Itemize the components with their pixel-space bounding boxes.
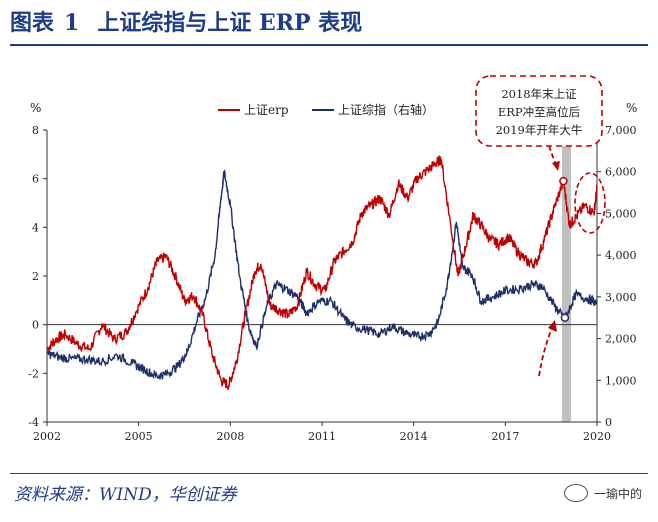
right-tick-label: 4,000 [605, 249, 637, 262]
source-divider [10, 473, 648, 474]
x-tick-label: 2014 [400, 430, 428, 443]
watermark: 一瑜中的 [563, 484, 642, 502]
right-tick-label: 6,000 [605, 166, 637, 179]
x-tick-label: 2005 [125, 430, 153, 443]
x-tick-label: 2017 [491, 430, 519, 443]
left-tick-label: -2 [28, 367, 39, 380]
left-tick-label: 2 [32, 270, 39, 283]
legend-label-index: 上证综指（右轴） [338, 102, 434, 117]
left-axis-unit: % [30, 101, 41, 115]
right-axis-ticks: 0 1,000 2,000 3,000 4,000 5,000 6,000 7,000 [597, 124, 637, 429]
series-line-shanghai-erp [46, 155, 598, 391]
annotation-line-3: 2019年开年大牛 [496, 123, 583, 137]
right-tick-label: 2,000 [605, 333, 637, 346]
annotation-arrow-bottom-head [548, 320, 557, 332]
wechat-icon [563, 484, 588, 502]
x-tick-label: 2008 [216, 430, 244, 443]
x-tick-label: 2002 [33, 430, 61, 443]
legend-label-erp: 上证erp [244, 103, 289, 117]
highlight-ellipse [574, 172, 606, 234]
marker-index-low [560, 313, 570, 322]
figure-title: 图表 1 上证综指与上证 ERP 表现 [10, 6, 650, 40]
left-tick-label: 4 [32, 221, 39, 234]
right-tick-label: 7,000 [605, 124, 637, 137]
series-line-shanghai-index [46, 169, 598, 380]
source-note: 资料来源：WIND，华创证券 [14, 485, 237, 505]
x-tick-label: 2020 [583, 430, 611, 443]
left-tick-label: 8 [32, 124, 39, 137]
right-tick-label: 1,000 [605, 374, 637, 387]
figure-number: 1 [64, 10, 80, 36]
annotation-arrow-top-head [552, 161, 560, 171]
left-tick-label: 6 [32, 173, 39, 186]
x-tick-label: 2011 [308, 430, 336, 443]
annotation-line-2: ERP冲至高位后 [498, 105, 580, 119]
right-axis-unit: % [626, 101, 637, 115]
highlight-band [561, 130, 572, 422]
right-tick-label: 3,000 [605, 291, 637, 304]
watermark-text: 一瑜中的 [593, 486, 642, 501]
title-divider [10, 44, 648, 46]
left-tick-label: 0 [32, 319, 39, 332]
left-axis-ticks: -4 -2 0 2 4 6 8 [28, 124, 47, 429]
annotation-arrow-bottom [538, 325, 554, 377]
chart-title: 上证综指与上证 ERP 表现 [97, 10, 363, 36]
marker-erp-peak [559, 176, 568, 186]
x-axis-ticks: 2002 2005 2008 2011 2014 2017 2020 [33, 422, 611, 443]
right-tick-label: 5,000 [605, 207, 637, 220]
chart: -4 -2 0 2 4 6 8 0 1,000 2,000 3,000 4,000 5,000 6,00… [28, 75, 637, 443]
right-tick-label: 0 [605, 416, 612, 429]
figure-label: 图表 [10, 10, 55, 36]
annotation-box [475, 75, 603, 147]
left-tick-label: -4 [28, 416, 39, 429]
annotation-line-1: 2018年末上证 [501, 87, 577, 101]
